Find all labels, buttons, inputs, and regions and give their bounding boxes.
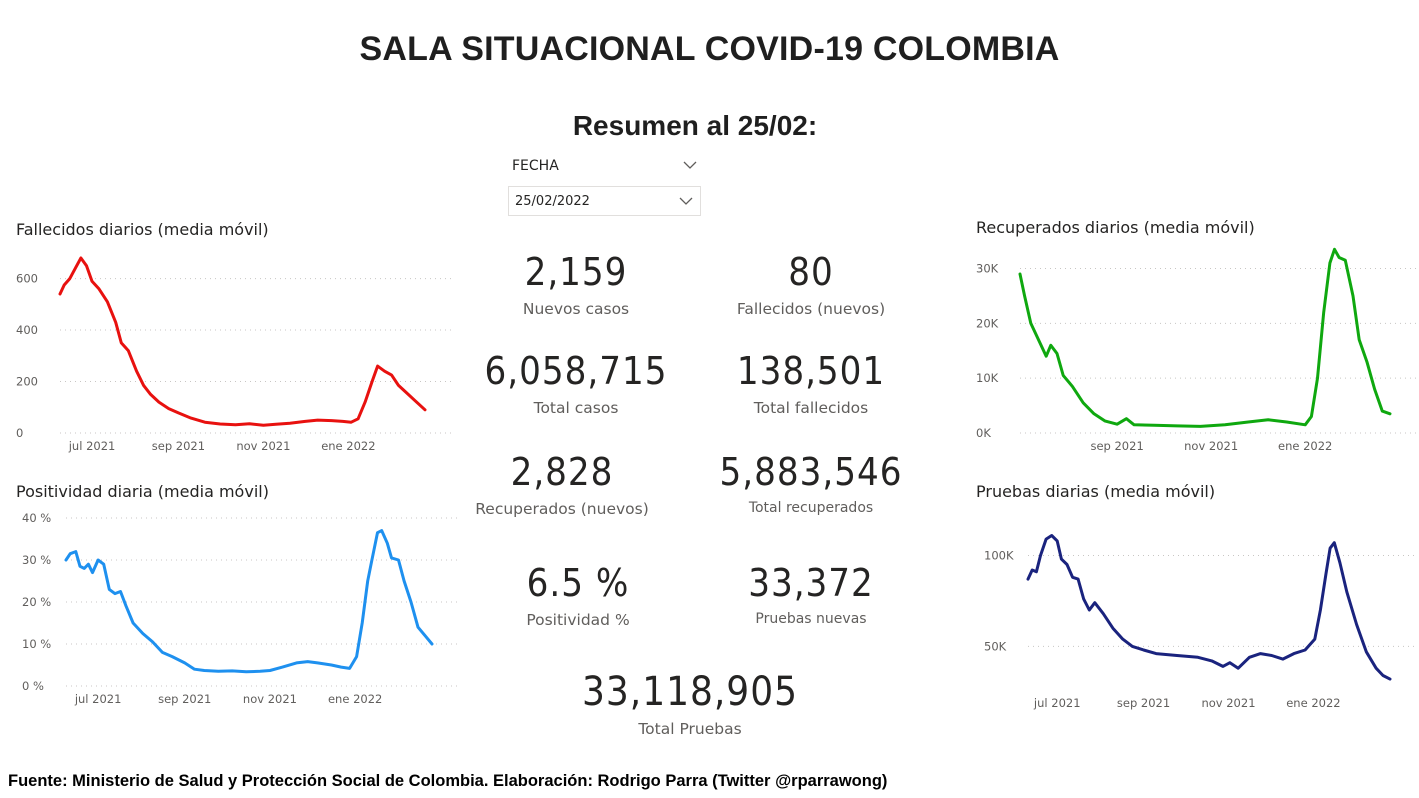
y-tick-label: 10 % bbox=[22, 637, 51, 651]
y-tick-label: 50K bbox=[984, 639, 1007, 653]
chevron-down-icon bbox=[679, 197, 693, 205]
y-tick-label: 30 % bbox=[22, 553, 51, 567]
x-tick-label: nov 2021 bbox=[1184, 439, 1238, 453]
series-line bbox=[1026, 534, 1392, 681]
x-tick-label: jul 2021 bbox=[68, 439, 116, 453]
x-tick-label: sep 2021 bbox=[152, 439, 205, 453]
kpi-total-pruebas: 33,118,905 Total Pruebas bbox=[560, 670, 820, 738]
y-tick-label: 40 % bbox=[22, 511, 51, 525]
kpi-label: Recuperados (nuevos) bbox=[475, 500, 649, 518]
page-title: SALA SITUACIONAL COVID-19 COLOMBIA bbox=[359, 30, 1060, 68]
x-tick-label: nov 2021 bbox=[236, 439, 290, 453]
kpi-value: 6,058,715 bbox=[484, 349, 668, 393]
chart-title-positividad: Positividad diaria (media móvil) bbox=[16, 482, 269, 501]
kpi-value: 6.5 % bbox=[526, 561, 630, 605]
kpi-total-fallecidos: 138,501 Total fallecidos bbox=[681, 349, 941, 417]
y-tick-label: 400 bbox=[16, 323, 38, 337]
x-tick-label: nov 2021 bbox=[243, 692, 297, 706]
kpi-fallecidos-nuevos: 80 Fallecidos (nuevos) bbox=[681, 250, 941, 318]
series-line bbox=[1018, 247, 1392, 428]
y-tick-label: 100K bbox=[984, 548, 1014, 562]
kpi-label: Nuevos casos bbox=[522, 300, 630, 318]
kpi-value: 138,501 bbox=[736, 349, 886, 393]
chart-title-fallecidos: Fallecidos diarios (media móvil) bbox=[16, 220, 269, 239]
kpi-recuperados-nuevos: 2,828 Recuperados (nuevos) bbox=[432, 450, 692, 518]
series-line bbox=[64, 529, 434, 674]
kpi-value: 2,828 bbox=[510, 450, 614, 494]
y-tick-label: 20 % bbox=[22, 595, 51, 609]
x-tick-label: ene 2022 bbox=[1278, 439, 1332, 453]
chart-title-recuperados: Recuperados diarios (media móvil) bbox=[976, 218, 1255, 237]
kpi-total-casos: 6,058,715 Total casos bbox=[446, 349, 706, 417]
x-tick-label: ene 2022 bbox=[328, 692, 382, 706]
x-tick-label: jul 2021 bbox=[1033, 696, 1081, 710]
date-slicer-label: FECHA bbox=[512, 158, 559, 174]
y-tick-label: 10K bbox=[976, 371, 999, 385]
x-tick-label: sep 2021 bbox=[158, 692, 211, 706]
kpi-value: 33,118,905 bbox=[582, 669, 798, 715]
kpi-label: Pruebas nuevas bbox=[755, 611, 867, 627]
kpi-positividad: 6.5 % Positividad % bbox=[448, 561, 708, 629]
x-tick-label: sep 2021 bbox=[1090, 439, 1143, 453]
x-tick-label: sep 2021 bbox=[1117, 696, 1170, 710]
chevron-down-icon[interactable] bbox=[682, 157, 698, 173]
kpi-label: Total recuperados bbox=[748, 500, 874, 516]
kpi-label: Total casos bbox=[533, 399, 619, 417]
y-tick-label: 0 bbox=[16, 426, 23, 440]
y-tick-label: 600 bbox=[16, 272, 38, 286]
kpi-nuevos-casos: 2,159 Nuevos casos bbox=[446, 250, 706, 318]
y-tick-label: 200 bbox=[16, 375, 38, 389]
kpi-label: Total Pruebas bbox=[638, 720, 742, 738]
x-tick-label: ene 2022 bbox=[1286, 696, 1340, 710]
kpi-value: 33,372 bbox=[748, 561, 874, 605]
kpi-total-recuperados: 5,883,546 Total recuperados bbox=[681, 450, 941, 516]
kpi-label: Fallecidos (nuevos) bbox=[736, 300, 886, 318]
kpi-pruebas-nuevas: 33,372 Pruebas nuevas bbox=[681, 561, 941, 627]
kpi-value: 5,883,546 bbox=[719, 450, 903, 494]
source-footer: Fuente: Ministerio de Salud y Protección… bbox=[8, 772, 888, 790]
kpi-value: 80 bbox=[788, 250, 834, 294]
y-tick-label: 0 % bbox=[22, 679, 44, 693]
x-tick-label: nov 2021 bbox=[1201, 696, 1255, 710]
date-slicer-value: 25/02/2022 bbox=[515, 194, 590, 209]
y-tick-label: 0K bbox=[976, 426, 991, 440]
chart-title-pruebas: Pruebas diarias (media móvil) bbox=[976, 482, 1216, 501]
series-line bbox=[58, 256, 427, 427]
date-slicer-dropdown[interactable]: 25/02/2022 bbox=[508, 186, 701, 216]
kpi-value: 2,159 bbox=[524, 250, 628, 294]
x-tick-label: ene 2022 bbox=[321, 439, 375, 453]
y-tick-label: 30K bbox=[976, 261, 999, 275]
y-tick-label: 20K bbox=[976, 316, 999, 330]
kpi-label: Total fallecidos bbox=[753, 399, 869, 417]
summary-subtitle: Resumen al 25/02: bbox=[572, 110, 818, 141]
x-tick-label: jul 2021 bbox=[74, 692, 122, 706]
kpi-label: Positividad % bbox=[526, 611, 630, 629]
